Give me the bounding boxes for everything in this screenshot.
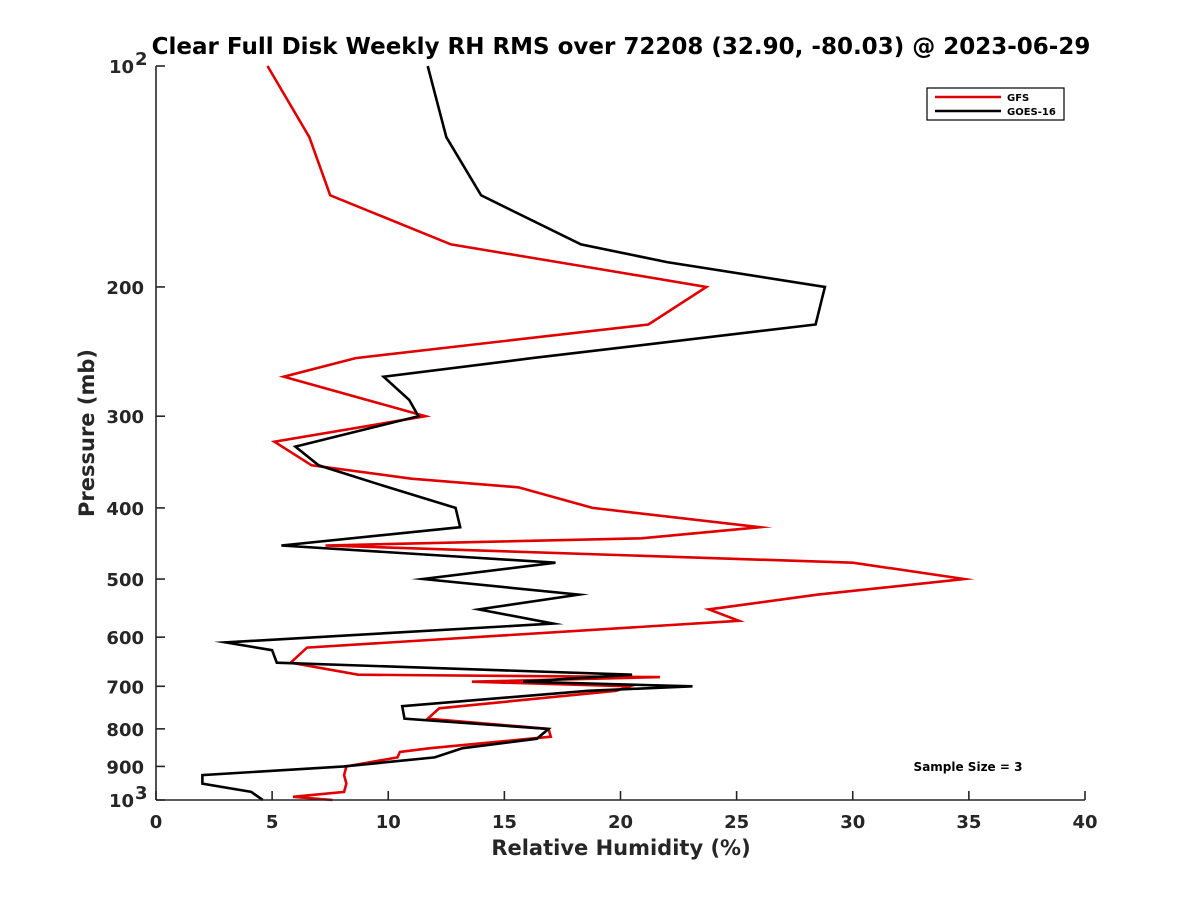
legend-label-gfs: GFS bbox=[1007, 93, 1029, 104]
legend-box bbox=[926, 87, 1065, 121]
x-tick-label: 40 bbox=[1072, 812, 1097, 833]
y-tick-label: 800 bbox=[106, 720, 144, 741]
x-tick-label: 0 bbox=[150, 812, 163, 833]
chart-title: Clear Full Disk Weekly RH RMS over 72208… bbox=[152, 34, 1091, 60]
y-tick-label: 700 bbox=[106, 677, 144, 698]
y-tick-label: 10 bbox=[109, 57, 134, 78]
y-tick-label: 10 bbox=[109, 791, 134, 812]
series-line-goes16 bbox=[201, 65, 827, 802]
x-axis-ticks: 0 5 10 15 20 25 30 35 40 bbox=[150, 791, 1098, 833]
x-tick-label: 30 bbox=[840, 812, 865, 833]
y-tick-label: 500 bbox=[106, 570, 144, 591]
sample-size-annotation: Sample Size = 3 bbox=[914, 760, 1023, 774]
series-line-gfs bbox=[266, 65, 975, 802]
y-tick-label: 200 bbox=[106, 278, 144, 299]
y-tick-exponent: 3 bbox=[135, 783, 148, 804]
x-tick-label: 10 bbox=[376, 812, 401, 833]
y-axis-label: Pressure (mb) bbox=[75, 349, 99, 517]
x-axis-label: Relative Humidity (%) bbox=[491, 836, 750, 860]
y-tick-label: 400 bbox=[106, 499, 144, 520]
x-tick-label: 20 bbox=[608, 812, 633, 833]
y-tick-label: 600 bbox=[106, 628, 144, 649]
legend: GFS GOES-16 bbox=[926, 87, 1065, 121]
x-tick-label: 35 bbox=[956, 812, 981, 833]
y-tick-label: 900 bbox=[106, 757, 144, 778]
x-tick-label: 5 bbox=[266, 812, 279, 833]
legend-label-goes16: GOES-16 bbox=[1007, 107, 1056, 118]
y-tick-exponent: 2 bbox=[135, 49, 148, 70]
x-tick-label: 15 bbox=[492, 812, 517, 833]
x-tick-label: 25 bbox=[724, 812, 749, 833]
y-tick-label: 300 bbox=[106, 407, 144, 428]
plot-area bbox=[201, 65, 975, 802]
